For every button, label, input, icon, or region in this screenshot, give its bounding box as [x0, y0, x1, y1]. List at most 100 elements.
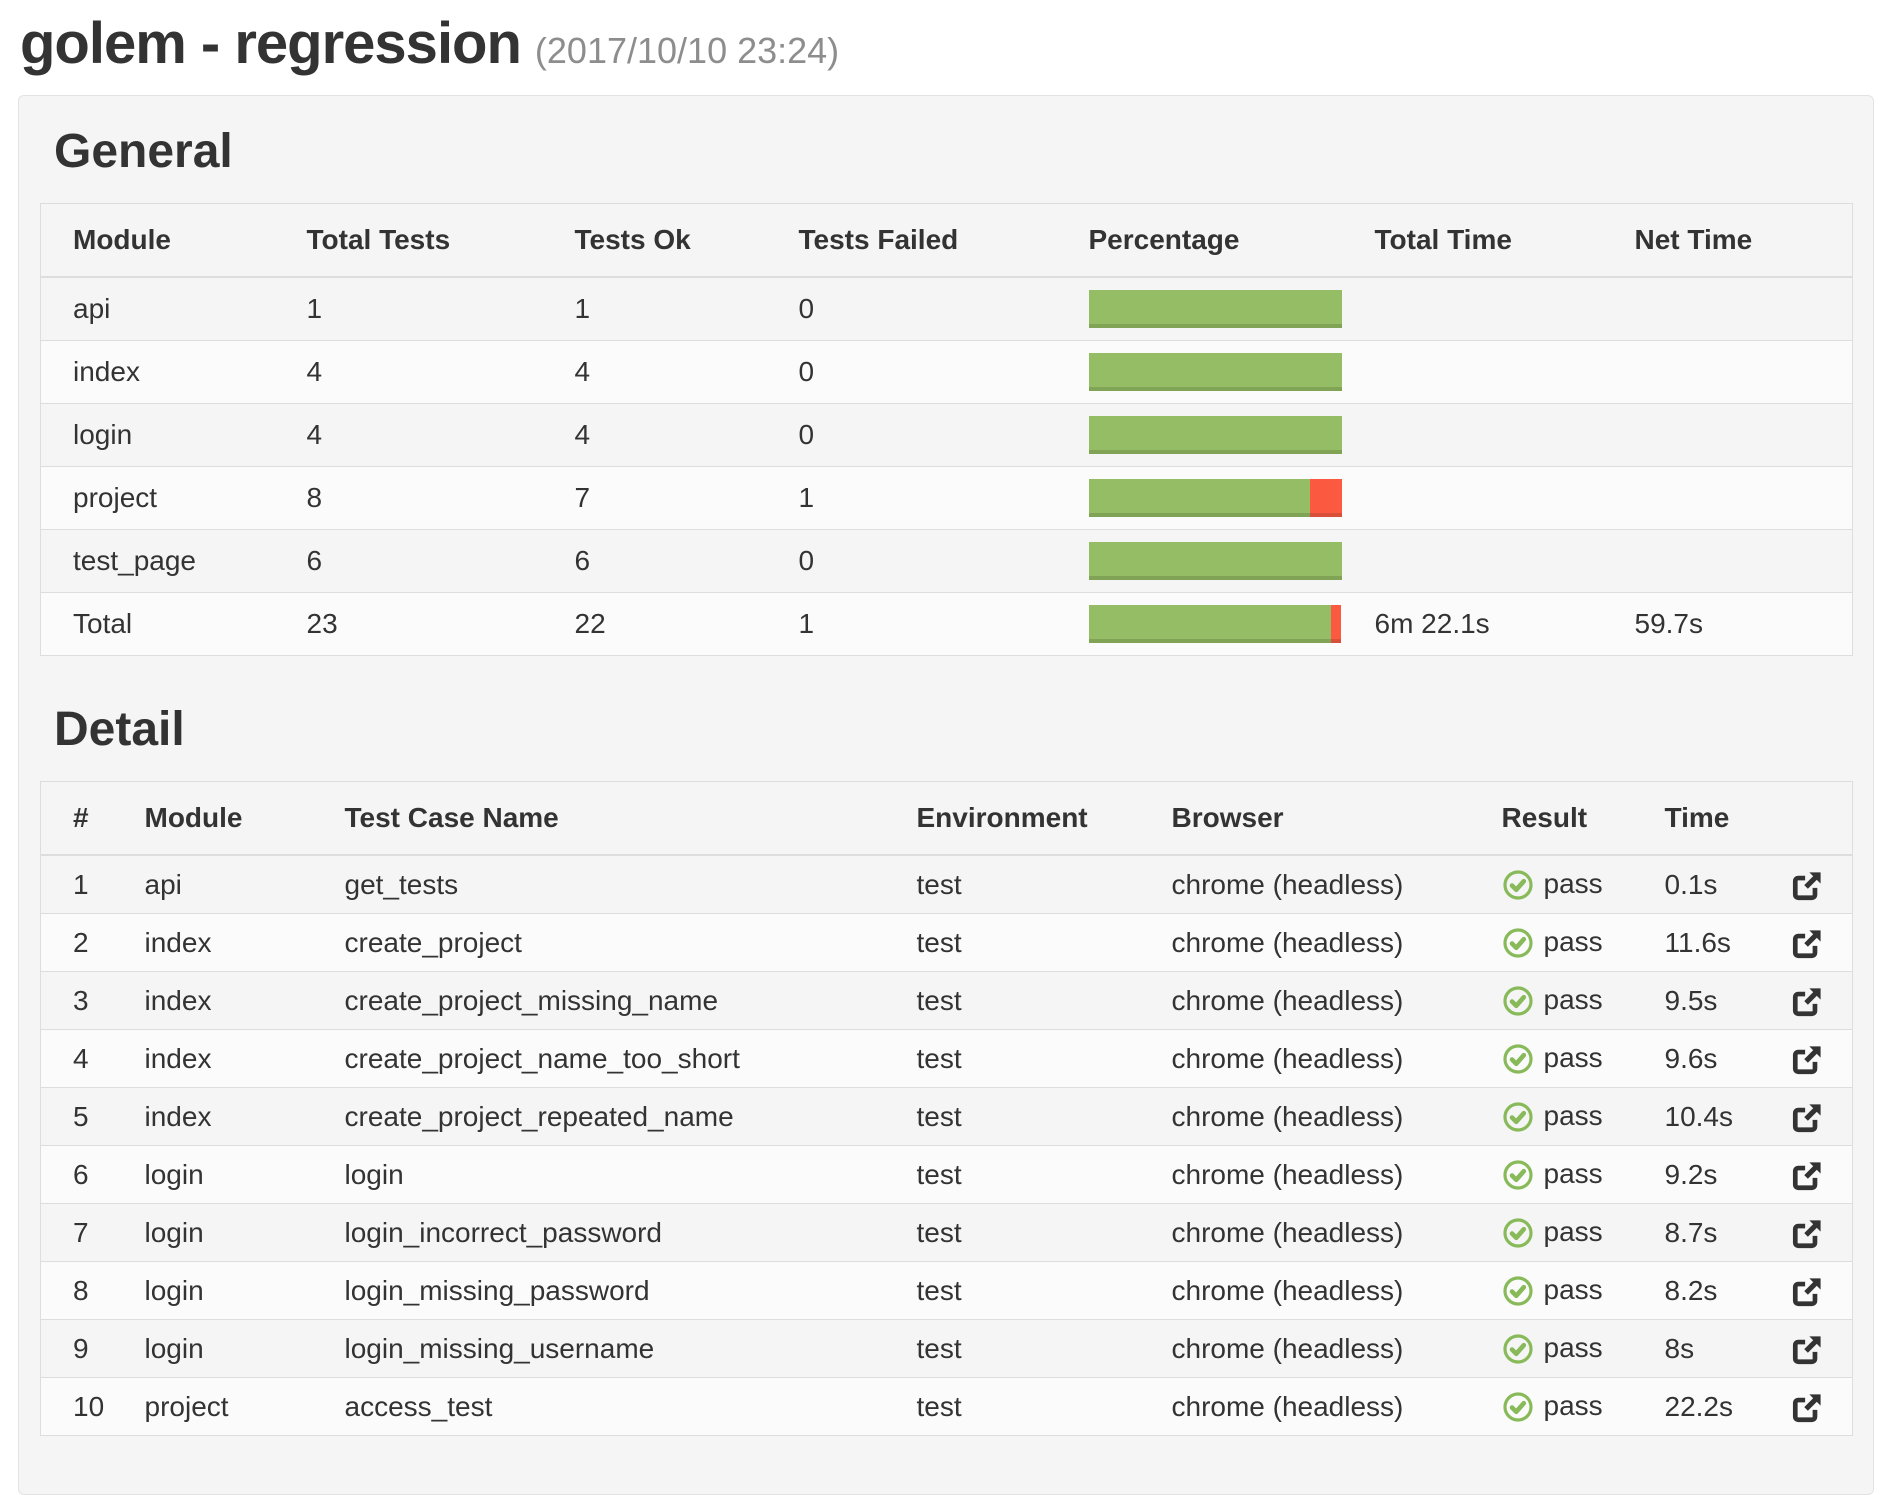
open-test-report-link[interactable]: [1792, 1219, 1822, 1249]
time-cell: 8.7s: [1648, 1203, 1776, 1262]
total-tests-cell: 4: [290, 403, 559, 467]
open-test-report-link[interactable]: [1792, 1335, 1822, 1365]
tests-ok-cell: 1: [558, 276, 783, 341]
browser-cell: chrome (headless): [1155, 1087, 1486, 1146]
environment-cell: test: [900, 1203, 1156, 1262]
open-report-cell: [1775, 1145, 1853, 1204]
general-header-row: Module Total Tests Tests Ok Tests Failed…: [40, 203, 1853, 278]
result-label: pass: [1543, 1332, 1603, 1363]
test-case-name-cell: create_project_repeated_name: [328, 1087, 901, 1146]
new-window-icon: [1792, 1162, 1821, 1190]
new-window-icon: [1792, 1220, 1821, 1248]
tests-failed-cell: 0: [782, 340, 1073, 404]
browser-cell: chrome (headless): [1155, 1029, 1486, 1088]
new-window-icon: [1792, 1394, 1821, 1422]
module-cell: project: [128, 1377, 329, 1436]
net-time-cell: [1618, 340, 1853, 404]
test-case-row: 1 api get_tests test chrome (headless) pass 0.…: [40, 854, 1853, 914]
progress-ok-segment: [1088, 605, 1331, 643]
module-cell: index: [128, 971, 329, 1030]
pass-icon: [1502, 1044, 1533, 1074]
environment-cell: test: [900, 913, 1156, 972]
open-test-report-link[interactable]: [1792, 1277, 1822, 1307]
test-case-name-cell: create_project: [328, 913, 901, 972]
test-case-name-cell: access_test: [328, 1377, 901, 1436]
open-test-report-link[interactable]: [1792, 929, 1822, 959]
page-timestamp: (2017/10/10 23:24): [534, 30, 840, 71]
module-cell: api: [40, 276, 291, 341]
net-time-cell: [1618, 466, 1853, 530]
general-section-heading: General: [54, 125, 233, 178]
result-label: pass: [1543, 1042, 1603, 1073]
open-test-report-link[interactable]: [1792, 1393, 1822, 1423]
browser-cell: chrome (headless): [1155, 1261, 1486, 1320]
open-report-cell: [1775, 971, 1853, 1030]
test-number-cell: 3: [40, 971, 129, 1030]
test-number-cell: 4: [40, 1029, 129, 1088]
open-report-cell: [1775, 1319, 1853, 1378]
result-label: pass: [1543, 1158, 1603, 1189]
column-header-environment: Environment: [900, 781, 1156, 856]
environment-cell: test: [900, 971, 1156, 1030]
new-window-icon: [1792, 872, 1821, 900]
test-number-cell: 10: [40, 1377, 129, 1436]
tests-ok-cell: 4: [558, 403, 783, 467]
browser-cell: chrome (headless): [1155, 1145, 1486, 1204]
column-header-total-time: Total Time: [1358, 203, 1619, 278]
open-report-cell: [1775, 1377, 1853, 1436]
open-report-cell: [1775, 1029, 1853, 1088]
progress-bar: [1088, 479, 1342, 517]
general-module-row: project 8 7 1: [40, 466, 1853, 530]
environment-cell: test: [900, 1087, 1156, 1146]
column-header-tests-ok: Tests Ok: [558, 203, 783, 278]
tests-failed-cell: 0: [782, 529, 1073, 593]
tests-ok-cell: 7: [558, 466, 783, 530]
module-cell: login: [128, 1145, 329, 1204]
net-time-cell: 59.7s: [1618, 592, 1853, 656]
progress-bar: [1088, 353, 1342, 391]
environment-cell: test: [900, 1029, 1156, 1088]
tests-failed-cell: 0: [782, 276, 1073, 341]
open-test-report-link[interactable]: [1792, 1045, 1822, 1075]
pass-icon: [1502, 986, 1533, 1016]
tests-failed-cell: 1: [782, 592, 1073, 656]
report-panel: General Module Total Tests Tests Ok Test…: [18, 95, 1874, 1495]
column-header-module: Module: [40, 203, 291, 278]
pass-icon: [1502, 928, 1533, 958]
result-label: pass: [1543, 1274, 1603, 1305]
progress-bar: [1088, 416, 1342, 454]
module-cell: login: [128, 1261, 329, 1320]
module-cell: Total: [40, 592, 291, 656]
module-cell: login: [40, 403, 291, 467]
progress-ok-segment: [1088, 479, 1310, 517]
open-test-report-link[interactable]: [1792, 1103, 1822, 1133]
open-test-report-link[interactable]: [1792, 1161, 1822, 1191]
open-report-cell: [1775, 1203, 1853, 1262]
result-label: pass: [1543, 1216, 1603, 1247]
test-case-name-cell: login_missing_password: [328, 1261, 901, 1320]
open-test-report-link[interactable]: [1792, 987, 1822, 1017]
pass-icon: [1502, 1102, 1533, 1132]
environment-cell: test: [900, 1145, 1156, 1204]
test-number-cell: 6: [40, 1145, 129, 1204]
open-report-cell: [1775, 1261, 1853, 1320]
environment-cell: test: [900, 1319, 1156, 1378]
result-label: pass: [1543, 1390, 1603, 1421]
module-cell: index: [128, 1029, 329, 1088]
general-module-row: index 4 4 0: [40, 340, 1853, 404]
tests-ok-cell: 4: [558, 340, 783, 404]
result-cell: pass: [1485, 1203, 1649, 1262]
test-number-cell: 2: [40, 913, 129, 972]
column-header-net-time: Net Time: [1618, 203, 1853, 278]
net-time-cell: [1618, 276, 1853, 341]
module-cell: login: [128, 1319, 329, 1378]
progress-ok-segment: [1088, 290, 1342, 328]
module-cell: login: [128, 1203, 329, 1262]
result-label: pass: [1543, 1100, 1603, 1131]
module-cell: index: [40, 340, 291, 404]
test-case-row: 3 index create_project_missing_name test chr…: [40, 971, 1853, 1030]
percentage-cell: [1072, 403, 1359, 467]
general-module-row: api 1 1 0: [40, 276, 1853, 341]
time-cell: 22.2s: [1648, 1377, 1776, 1436]
open-test-report-link[interactable]: [1792, 871, 1822, 901]
